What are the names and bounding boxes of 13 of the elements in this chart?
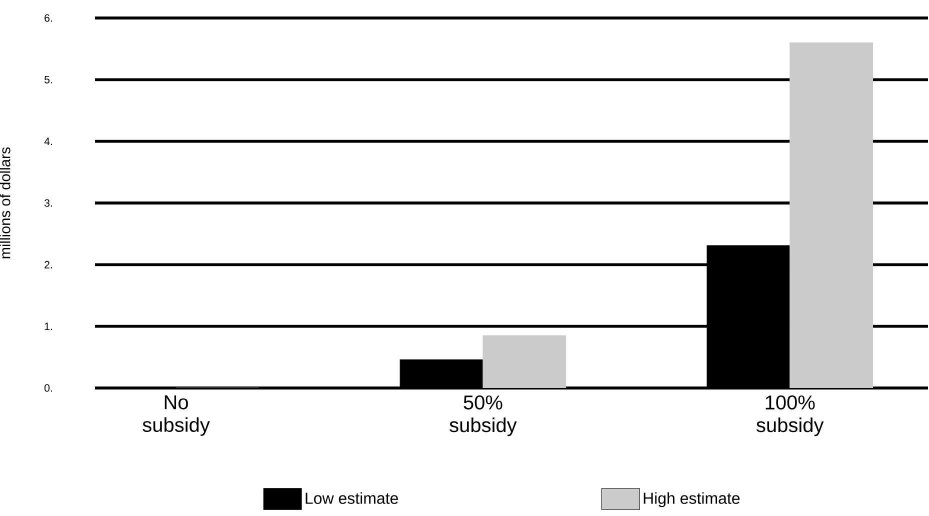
x-tick-label: 50% subsidy xyxy=(450,395,517,436)
y-axis-title: millions of dollars xyxy=(0,147,10,258)
legend-label: Low estimate xyxy=(306,492,398,504)
y-tick-label: 2. xyxy=(44,260,52,268)
y-tick-label: 6. xyxy=(44,14,52,22)
y-tick-label: 1. xyxy=(44,322,52,330)
x-tick-label: No subsidy xyxy=(142,395,210,436)
x-tick-label: 100% subsidy xyxy=(756,395,824,436)
y-tick-label: 0. xyxy=(44,384,52,392)
y-tick-label: 4. xyxy=(44,138,52,145)
legend-label: High estimate xyxy=(644,492,740,508)
y-tick-label: 5. xyxy=(44,76,52,84)
y-tick-label: 3. xyxy=(44,199,52,207)
